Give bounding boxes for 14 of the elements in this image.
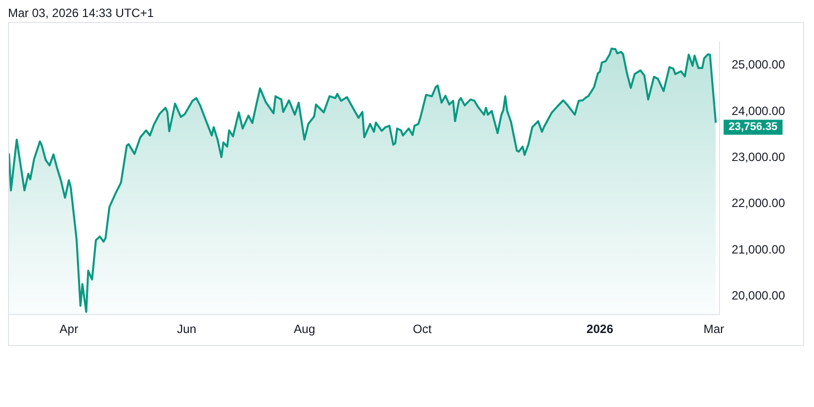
text: Mar 03, 2026 14:33 UTC+1 [8,6,155,20]
x-tick-label: 2026 [586,322,614,336]
y-tick-label: 25,000.00 [732,58,786,72]
x-tick-label: Jun [176,322,196,336]
y-tick-label: 21,000.00 [732,242,786,256]
y-tick-label: 23,000.00 [732,150,786,164]
x-tick-label: Apr [60,322,78,336]
y-tick-label: 22,000.00 [732,196,786,210]
x-tick-label: Aug [294,322,316,336]
y-tick-label: 24,000.00 [732,104,786,118]
y-tick-label: 20,000.00 [732,288,786,302]
x-tick-label: Oct [412,322,432,336]
annotation: 23,756.35 [728,121,778,134]
x-tick-label: Mar [703,322,724,336]
